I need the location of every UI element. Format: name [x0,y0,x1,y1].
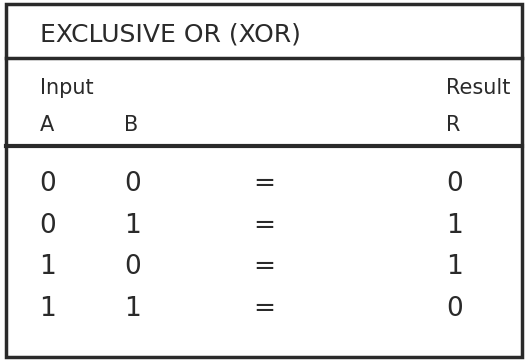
Text: 0: 0 [446,296,463,322]
Text: EXCLUSIVE OR (XOR): EXCLUSIVE OR (XOR) [40,22,300,46]
Text: 0: 0 [40,213,56,239]
Text: 1: 1 [446,254,463,280]
Text: A: A [40,114,54,135]
Text: 0: 0 [124,254,141,280]
Text: =: = [253,254,275,280]
Text: =: = [253,296,275,322]
Text: 1: 1 [40,254,56,280]
Text: 0: 0 [124,171,141,197]
Text: 1: 1 [124,213,141,239]
Text: 0: 0 [40,171,56,197]
Text: 0: 0 [446,171,463,197]
Text: Result: Result [446,78,511,99]
Text: =: = [253,213,275,239]
Text: 1: 1 [446,213,463,239]
Text: 1: 1 [40,296,56,322]
Text: 1: 1 [124,296,141,322]
Text: B: B [124,114,138,135]
Text: Input: Input [40,78,93,99]
Text: R: R [446,114,460,135]
Text: =: = [253,171,275,197]
